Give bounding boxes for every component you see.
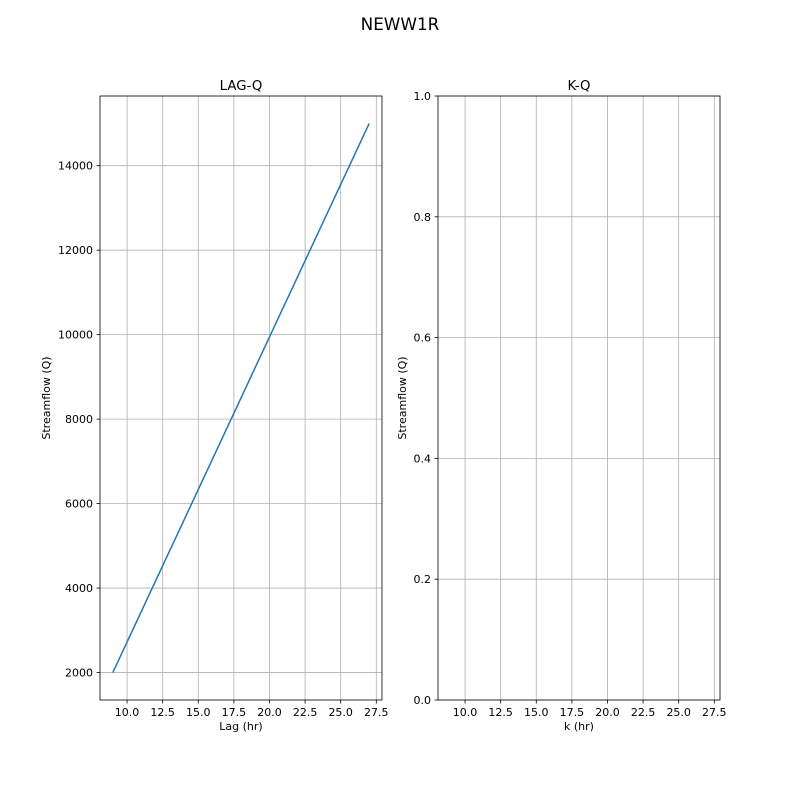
y-tick-label: 0.8 [414,211,432,224]
x-axis-label: k (hr) [564,720,594,733]
y-tick-label: 14000 [58,160,93,173]
chart-k-q: 10.0 12.5 15.0 17.5 20.0 22.5 25.0 27.5 0.0 0.2 0.… [396,79,727,733]
x-tick-label: 17.5 [560,706,585,719]
x-tick-label: 10.0 [453,706,478,719]
x-tick-label: 27.5 [364,706,389,719]
x-tick-label: 22.5 [631,706,656,719]
y-tick-label: 8000 [65,413,93,426]
x-tick-label: 17.5 [222,706,247,719]
x-tick-label: 15.0 [186,706,211,719]
y-tick-label: 2000 [65,667,93,680]
y-axis-label: Streamflow (Q) [396,356,409,439]
x-tick-label: 27.5 [702,706,727,719]
y-tick-label: 1.0 [414,90,432,103]
x-tick-label: 12.5 [150,706,175,719]
figure-title: NEWW1R [361,14,440,34]
axes-frame [437,95,721,701]
y-tick-label: 0.2 [414,573,432,586]
y-tick-label: 6000 [65,498,93,511]
series-line [112,123,370,673]
y-tick-label: 12000 [58,244,93,257]
x-axis-label: Lag (hr) [219,720,262,733]
x-tick-label: 20.0 [257,706,282,719]
axes-title: K-Q [567,79,590,94]
x-tick-label: 25.0 [666,706,691,719]
x-tick-label: 25.0 [328,706,353,719]
y-tick-label: 10000 [58,329,93,342]
axes-frame [99,95,383,701]
y-axis-label: Streamflow (Q) [40,356,53,439]
y-tick-label: 0.4 [414,452,432,465]
x-tick-label: 20.0 [595,706,620,719]
x-tick-label: 22.5 [293,706,318,719]
y-tick-label: 0.0 [414,694,432,707]
y-tick-label: 0.6 [414,332,432,345]
x-tick-label: 10.0 [115,706,140,719]
axes-title: LAG-Q [220,79,263,94]
x-tick-label: 15.0 [524,706,549,719]
x-tick-label: 12.5 [488,706,513,719]
y-tick-label: 4000 [65,582,93,595]
chart-lag-q: 10.0 12.5 15.0 17.5 20.0 22.5 25.0 27.5 2000 4000… [40,79,389,733]
